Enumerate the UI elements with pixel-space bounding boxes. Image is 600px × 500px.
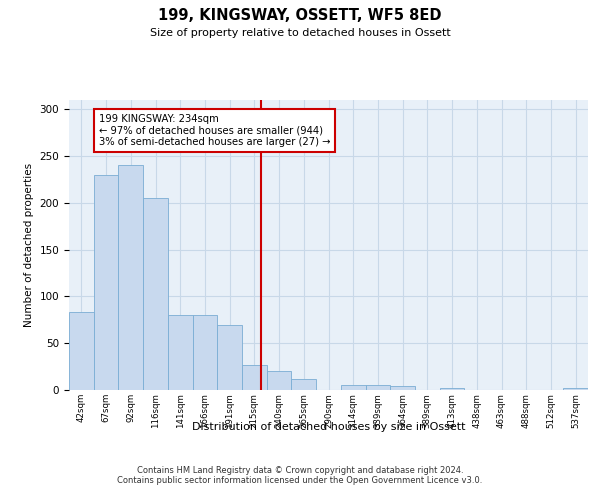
Bar <box>341 386 365 390</box>
Bar <box>217 324 242 390</box>
Text: 199 KINGSWAY: 234sqm
← 97% of detached houses are smaller (944)
3% of semi-detac: 199 KINGSWAY: 234sqm ← 97% of detached h… <box>98 114 330 147</box>
Bar <box>118 166 143 390</box>
Bar <box>168 315 193 390</box>
Bar <box>143 198 168 390</box>
Y-axis label: Number of detached properties: Number of detached properties <box>24 163 34 327</box>
Text: Size of property relative to detached houses in Ossett: Size of property relative to detached ho… <box>149 28 451 38</box>
Bar <box>563 388 588 390</box>
Bar <box>390 386 415 390</box>
Text: Distribution of detached houses by size in Ossett: Distribution of detached houses by size … <box>192 422 466 432</box>
Bar <box>365 386 390 390</box>
Text: Contains HM Land Registry data © Crown copyright and database right 2024.
Contai: Contains HM Land Registry data © Crown c… <box>118 466 482 485</box>
Bar <box>242 364 267 390</box>
Bar <box>69 312 94 390</box>
Bar <box>292 379 316 390</box>
Text: 199, KINGSWAY, OSSETT, WF5 8ED: 199, KINGSWAY, OSSETT, WF5 8ED <box>158 8 442 22</box>
Bar <box>94 175 118 390</box>
Bar <box>193 315 217 390</box>
Bar <box>440 388 464 390</box>
Bar <box>267 372 292 390</box>
